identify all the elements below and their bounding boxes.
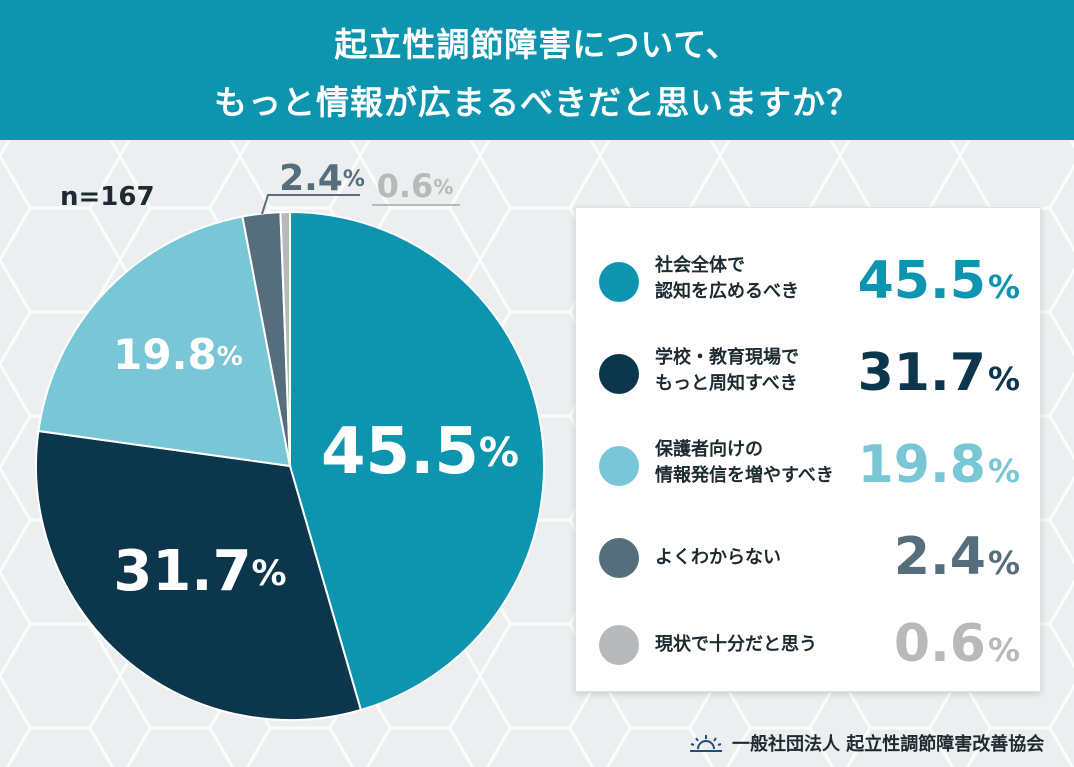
pie-slice-0	[289, 210, 545, 712]
legend-dot-1	[599, 354, 639, 394]
title-line-1: 起立性調節障害について、	[334, 25, 740, 64]
pie-label-1: 31.7%	[113, 539, 286, 604]
legend-label-2: 保護者向けの 情報発信を増やすべき	[655, 439, 834, 486]
legend-item-2: 保護者向けの 情報発信を増やすべき 19.8%	[576, 421, 1040, 511]
legend-label-0: 社会全体で 認知を広めるべき	[655, 255, 799, 302]
pie-slice-2	[37, 215, 292, 468]
legend-dot-4	[599, 625, 639, 665]
legend-dot-0	[599, 262, 639, 302]
header-banner: 起立性調節障害について、 もっと情報が広まるべきだと思いますか？	[0, 0, 1074, 140]
legend: 社会全体で 認知を広めるべき 45.5% 学校・教育現場で もっと周知すべき 3…	[575, 207, 1041, 692]
pie-label-3: 2.4%	[279, 158, 365, 199]
legend-label-1: 学校・教育現場で もっと周知すべき	[655, 347, 799, 394]
legend-value-3: 2.4%	[893, 527, 1020, 587]
sunrise-logo-icon	[690, 735, 722, 752]
legend-item-0: 社会全体で 認知を広めるべき 45.5%	[576, 237, 1040, 327]
pie-slice-1	[35, 429, 363, 721]
pie-slice-4	[279, 210, 291, 467]
pie-label-0: 45.5%	[321, 415, 519, 489]
legend-dot-2	[599, 446, 639, 486]
legend-value-4: 0.6%	[893, 614, 1020, 674]
legend-value-1: 31.7%	[857, 343, 1020, 403]
legend-item-4: 現状で十分だと思う 0.6%	[576, 600, 1040, 690]
leader-line-3	[261, 194, 360, 215]
legend-value-0: 45.5%	[857, 251, 1020, 311]
legend-value-2: 19.8%	[857, 435, 1020, 495]
legend-item-1: 学校・教育現場で もっと周知すべき 31.7%	[576, 329, 1040, 419]
sample-size: n=167	[60, 182, 155, 212]
pie-label-2: 19.8%	[113, 330, 243, 379]
legend-item-3: よくわからない 2.4%	[576, 513, 1040, 603]
legend-label-3: よくわからない	[655, 547, 781, 568]
legend-dot-3	[599, 538, 639, 578]
footer-organization: 一般社団法人 起立性調節障害改善協会	[688, 730, 1044, 756]
pie-label-4: 0.6%	[377, 167, 454, 205]
title-line-2: もっと情報が広まるべきだと思いますか？	[214, 83, 860, 122]
organization-name: 一般社団法人 起立性調節障害改善協会	[732, 734, 1045, 755]
legend-label-4: 現状で十分だと思う	[655, 634, 817, 655]
